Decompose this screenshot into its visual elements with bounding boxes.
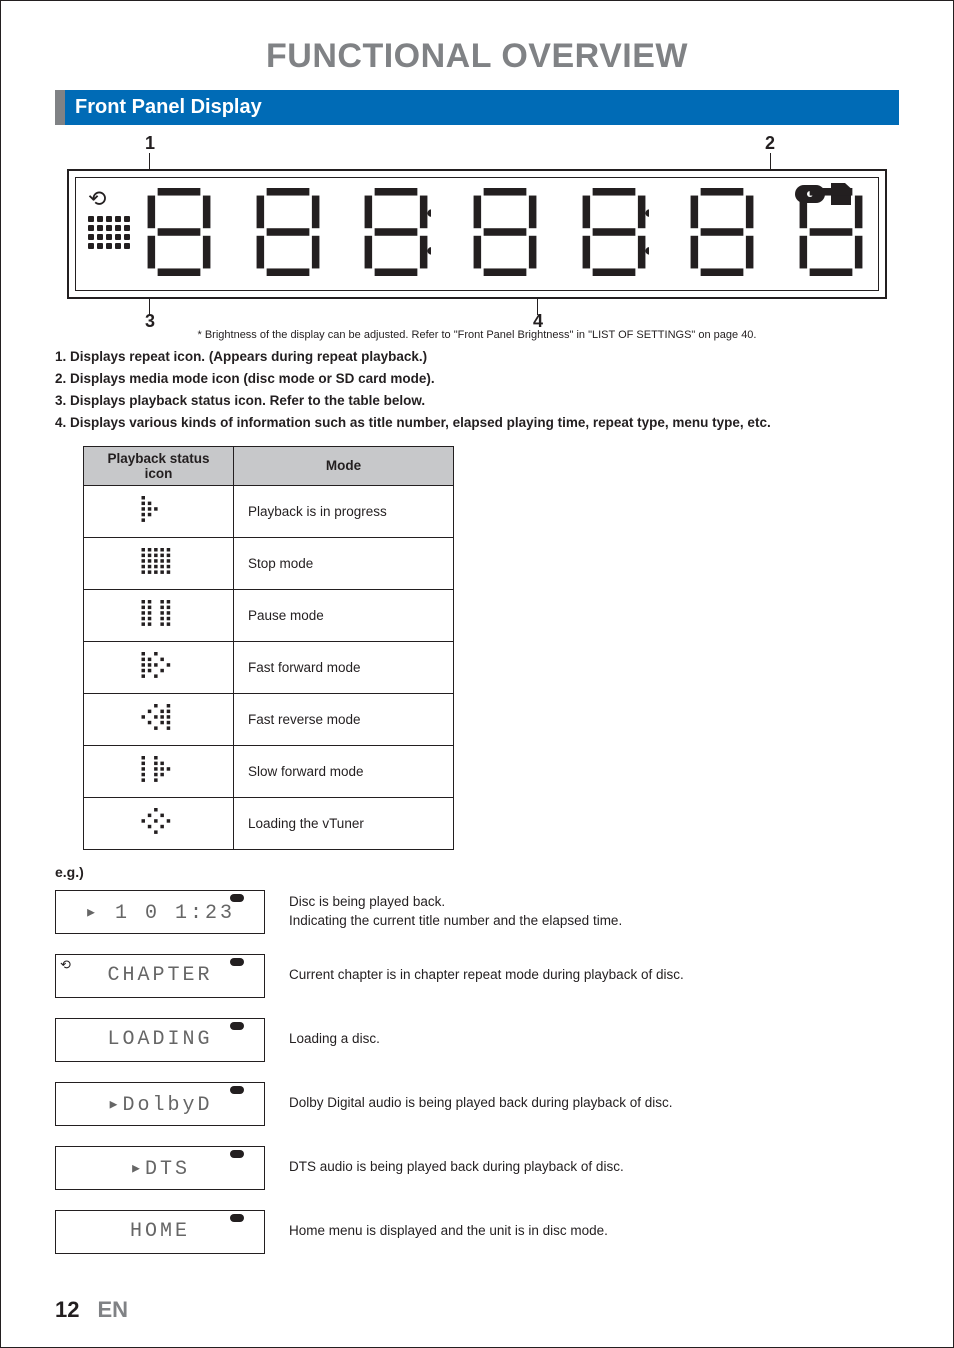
table-row: Fast reverse mode [84, 693, 454, 745]
page-number: 12 [55, 1297, 79, 1323]
mode-description-cell: Loading the vTuner [234, 797, 454, 849]
callout-1: 1 [145, 133, 155, 154]
list-item-1: 1. Displays repeat icon. (Appears during… [55, 347, 899, 368]
front-panel-figure: 1 2 ⟲ [67, 133, 887, 327]
load-icon [141, 808, 177, 839]
manual-page: FUNCTIONAL OVERVIEW Front Panel Display … [0, 0, 954, 1348]
display-text: ▸DolbyD [107, 1091, 212, 1117]
section-heading: Front Panel Display [55, 90, 899, 125]
list-item-3: 3. Displays playback status icon. Refer … [55, 391, 899, 412]
vfd-inner-frame: ⟲ [75, 177, 879, 291]
repeat-icon: ⟲ [60, 957, 71, 973]
table-row: Stop mode [84, 537, 454, 589]
display-text: HOME [130, 1220, 190, 1243]
numbered-list: 1. Displays repeat icon. (Appears during… [55, 347, 899, 434]
frev-icon [141, 704, 177, 735]
example-row: ⟲ CHAPTER Current chapter is in chapter re… [55, 954, 899, 998]
example-description: Current chapter is in chapter repeat mod… [289, 966, 684, 985]
mode-description-cell: Playback is in progress [234, 485, 454, 537]
segment-digit [144, 188, 214, 276]
segment-digit [687, 188, 757, 276]
disc-icon [230, 958, 244, 966]
seven-segment-row [144, 188, 866, 276]
playback-status-matrix [88, 216, 130, 249]
example-display-box: LOADING [55, 1018, 265, 1062]
disc-icon [230, 1086, 244, 1094]
example-row: ▸DTS DTS audio is being played back durin… [55, 1146, 899, 1190]
callout-2-tick [770, 153, 771, 169]
example-row: ▸ 1 0 1:23 Disc is being played back.Indi… [55, 890, 899, 934]
display-text: CHAPTER [107, 964, 212, 987]
playback-status-icon-cell [84, 485, 234, 537]
disc-icon [230, 894, 244, 902]
example-display-box: HOME [55, 1210, 265, 1254]
playback-status-icon-cell [84, 537, 234, 589]
mode-description-cell: Fast reverse mode [234, 693, 454, 745]
disc-icon [230, 1214, 244, 1222]
table-row: Fast forward mode [84, 641, 454, 693]
stop-icon [141, 548, 177, 579]
example-row: LOADING Loading a disc. [55, 1018, 899, 1062]
display-text: ▸DTS [130, 1155, 190, 1181]
segment-digit [470, 188, 540, 276]
example-display-box: ⟲ CHAPTER [55, 954, 265, 998]
display-text: ▸ 1 0 1:23 [85, 899, 235, 925]
example-row: ▸DolbyD Dolby Digital audio is being play… [55, 1082, 899, 1126]
vfd-left-indicators: ⟲ [88, 188, 130, 249]
table-row: Loading the vTuner [84, 797, 454, 849]
page-title: FUNCTIONAL OVERVIEW [55, 37, 899, 76]
ffwd-icon [141, 652, 177, 683]
slow-icon [141, 756, 177, 787]
table-row: Slow forward mode [84, 745, 454, 797]
pause-icon [141, 600, 177, 631]
playback-status-icon-cell [84, 641, 234, 693]
example-description: Disc is being played back.Indicating the… [289, 893, 622, 931]
example-label: e.g.) [55, 864, 899, 880]
example-row: HOME Home menu is displayed and the unit … [55, 1210, 899, 1254]
table-header-mode: Mode [234, 446, 454, 485]
play-icon [141, 496, 177, 527]
callout-4: 4 [533, 311, 543, 332]
table-row: Playback is in progress [84, 485, 454, 537]
list-item-2: 2. Displays media mode icon (disc mode o… [55, 369, 899, 390]
display-text: LOADING [107, 1028, 212, 1051]
mode-description-cell: Pause mode [234, 589, 454, 641]
mode-description-cell: Stop mode [234, 537, 454, 589]
example-description: Home menu is displayed and the unit is i… [289, 1222, 608, 1241]
disc-icon [230, 1150, 244, 1158]
callout-2: 2 [765, 133, 775, 154]
example-description: DTS audio is being played back during pl… [289, 1158, 624, 1177]
example-description: Dolby Digital audio is being played back… [289, 1094, 672, 1113]
playback-status-icon-cell [84, 745, 234, 797]
segment-digit [361, 188, 431, 276]
mode-description-cell: Slow forward mode [234, 745, 454, 797]
table-row: Pause mode [84, 589, 454, 641]
segment-digit [253, 188, 323, 276]
disc-icon [230, 1022, 244, 1030]
vfd-outer-frame: ⟲ [67, 169, 887, 299]
example-display-box: ▸DTS [55, 1146, 265, 1190]
example-display-box: ▸ 1 0 1:23 [55, 890, 265, 934]
playback-mode-table: Playback status icon Mode Playback is in… [83, 446, 454, 850]
callout-1-tick [149, 153, 150, 169]
segment-digit [579, 188, 649, 276]
list-item-4: 4. Displays various kinds of information… [55, 413, 899, 434]
segment-digit [796, 188, 866, 276]
playback-status-icon-cell [84, 693, 234, 745]
mode-description-cell: Fast forward mode [234, 641, 454, 693]
example-description: Loading a disc. [289, 1030, 380, 1049]
playback-status-icon-cell [84, 589, 234, 641]
playback-status-icon-cell [84, 797, 234, 849]
page-footer: 12 EN [55, 1297, 128, 1323]
repeat-icon: ⟲ [88, 188, 130, 210]
example-display-box: ▸DolbyD [55, 1082, 265, 1126]
callout-3: 3 [145, 311, 155, 332]
page-language: EN [97, 1297, 128, 1323]
table-header-icon: Playback status icon [84, 446, 234, 485]
brightness-footnote: * Brightness of the display can be adjus… [55, 329, 899, 341]
